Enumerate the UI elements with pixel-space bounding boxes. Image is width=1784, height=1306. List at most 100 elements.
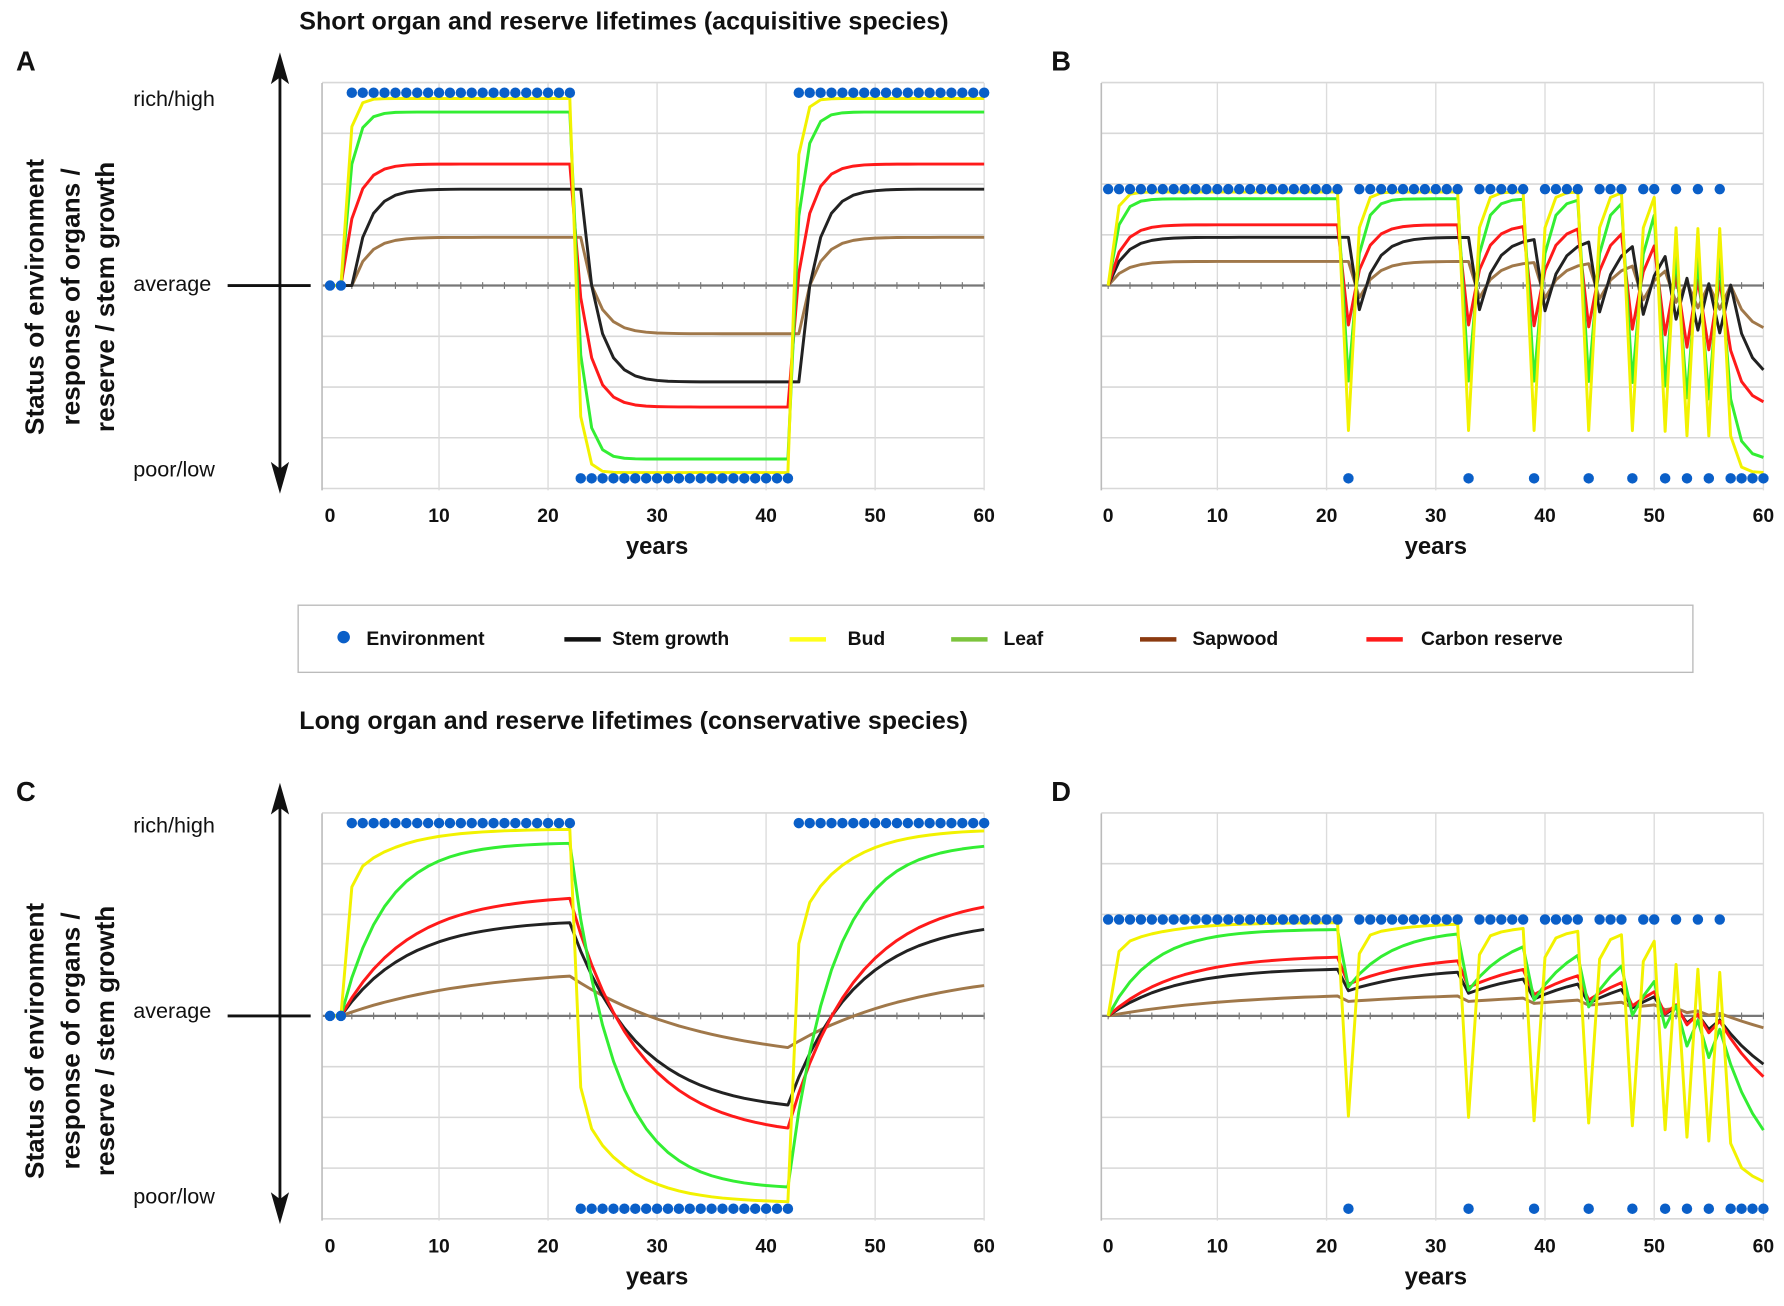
x-tick-label: 0	[1103, 506, 1114, 527]
legend-leaf-label: Leaf	[1003, 629, 1043, 650]
environment-point	[935, 817, 946, 829]
environment-point	[357, 87, 368, 98]
x-tick-label: 20	[1316, 1237, 1338, 1258]
environment-point	[477, 87, 488, 98]
environment-point	[521, 87, 532, 98]
x-tick-label: 10	[1207, 1237, 1229, 1258]
environment-point	[1201, 914, 1212, 925]
environment-point	[880, 817, 892, 829]
series-line-stem	[330, 921, 985, 1107]
environment-point	[1365, 183, 1376, 195]
environment-point	[1441, 183, 1452, 195]
environment-point	[1528, 473, 1540, 484]
x-tick-label: 60	[973, 1237, 995, 1258]
environment-point	[1583, 1203, 1594, 1214]
environment-point	[379, 817, 390, 829]
environment-point	[1659, 473, 1671, 484]
x-axis-label: years	[1405, 533, 1467, 560]
environment-point	[1605, 183, 1616, 195]
environment-point	[1463, 473, 1474, 484]
environment-point	[1648, 183, 1660, 195]
environment-point	[1747, 1203, 1758, 1214]
x-tick-label: 50	[864, 506, 886, 527]
y-axis-label-line1: Status of environment	[19, 903, 49, 1179]
environment-point	[728, 1203, 739, 1214]
environment-point	[902, 87, 914, 98]
x-tick-label: 40	[755, 1237, 777, 1258]
environment-point	[1572, 183, 1583, 195]
environment-point	[880, 87, 892, 98]
environment-point	[1233, 914, 1245, 925]
legend-bud-label: Bud	[848, 629, 886, 650]
environment-point	[1179, 914, 1190, 925]
environment-point	[739, 1203, 750, 1214]
y-axis-label-line2: response of organs /	[56, 168, 86, 426]
environment-point	[1157, 183, 1168, 195]
category-rich-high: rich/high	[133, 86, 215, 111]
environment-point	[1725, 1203, 1736, 1214]
title-long-lifetimes: Long organ and reserve lifetimes (conser…	[299, 707, 968, 735]
legend-environment-label: Environment	[366, 629, 485, 650]
environment-point	[597, 1203, 608, 1214]
environment-point	[390, 817, 401, 829]
y-annotation-bottom: Status of environment response of organs…	[19, 782, 311, 1225]
x-axis-label: years	[1405, 1263, 1467, 1290]
environment-point	[586, 473, 597, 484]
environment-point	[553, 87, 565, 98]
category-poor-low: poor/low	[133, 457, 215, 482]
environment-point	[1638, 183, 1649, 195]
series-line-leaf	[330, 110, 985, 461]
environment-point	[924, 817, 935, 829]
environment-point	[1102, 183, 1114, 195]
environment-point	[760, 473, 772, 484]
environment-point	[695, 1203, 706, 1214]
environment-point	[1681, 473, 1693, 484]
environment-point	[1244, 914, 1256, 925]
category-rich-high: rich/high	[133, 813, 215, 838]
environment-point	[946, 817, 957, 829]
environment-point	[521, 817, 532, 829]
environment-point	[1113, 183, 1125, 195]
environment-point	[1266, 183, 1278, 195]
environment-point	[673, 473, 685, 484]
environment-point	[422, 817, 434, 829]
environment-point	[564, 87, 576, 98]
environment-point	[728, 473, 739, 484]
series-line-reserve	[330, 896, 985, 1130]
environment-point	[957, 817, 968, 829]
environment-point	[575, 473, 586, 484]
environment-point	[488, 87, 499, 98]
environment-point	[1375, 914, 1387, 925]
environment-point	[1419, 183, 1431, 195]
environment-point	[1233, 183, 1245, 195]
environment-point	[433, 87, 445, 98]
x-tick-label: 10	[428, 1237, 450, 1258]
environment-point	[466, 87, 477, 98]
environment-point	[1277, 914, 1289, 925]
environment-point	[1332, 914, 1343, 925]
environment-point	[782, 473, 794, 484]
environment-point	[1627, 1203, 1638, 1214]
x-tick-label: 20	[537, 506, 559, 527]
x-tick-label: 30	[1425, 1237, 1447, 1258]
environment-point	[651, 1203, 663, 1214]
environment-point	[630, 473, 641, 484]
environment-point	[749, 1203, 761, 1214]
title-short-lifetimes: Short organ and reserve lifetimes (acqui…	[299, 8, 948, 36]
x-tick-label: 50	[864, 1237, 886, 1258]
environment-point	[455, 87, 467, 98]
environment-point	[1517, 183, 1529, 195]
environment-point	[1288, 183, 1300, 195]
environment-point	[499, 87, 510, 98]
environment-point	[401, 817, 412, 829]
environment-point	[1212, 183, 1223, 195]
environment-point	[1583, 473, 1594, 484]
environment-point	[1627, 473, 1638, 484]
environment-point	[1124, 914, 1136, 925]
environment-point	[1419, 914, 1431, 925]
environment-point	[793, 87, 805, 98]
environment-point	[1670, 183, 1682, 195]
environment-point	[357, 817, 368, 829]
environment-point	[1507, 183, 1518, 195]
environment-point	[1681, 1203, 1693, 1214]
